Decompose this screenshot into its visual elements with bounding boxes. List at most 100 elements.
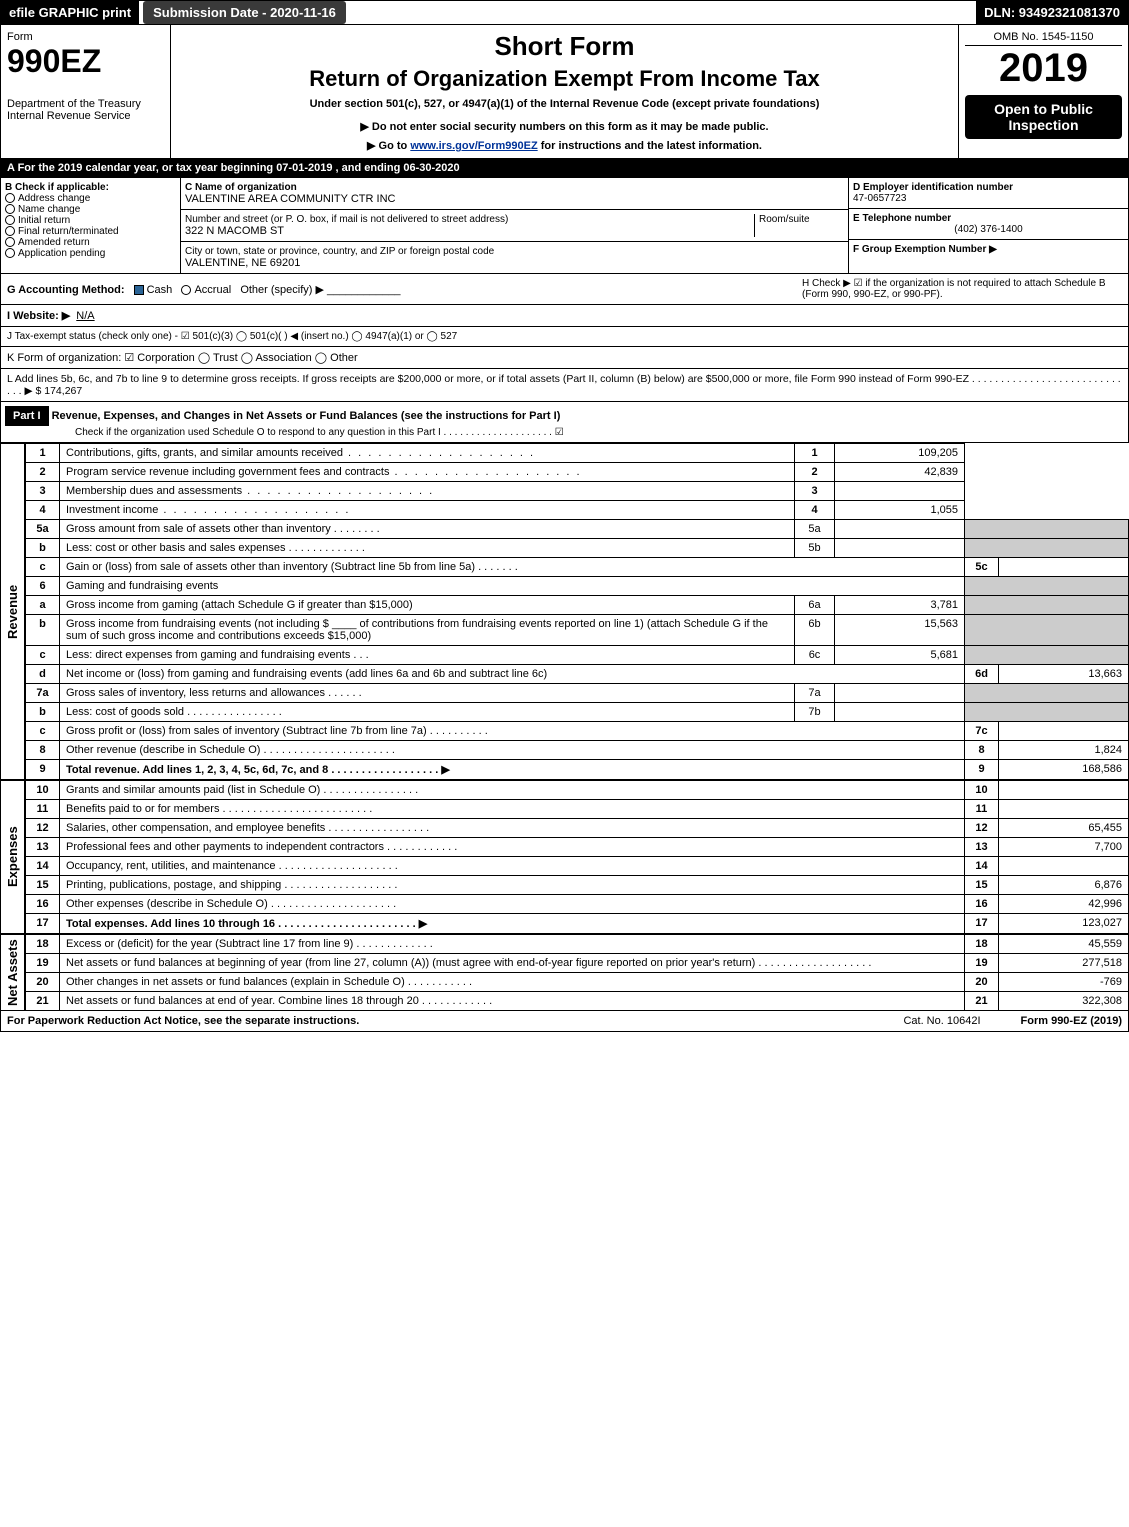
city-cell: City or town, state or province, country… [181, 242, 848, 273]
part-1-header-row: Part I Revenue, Expenses, and Changes in… [0, 402, 1129, 443]
org-info-block: B Check if applicable: Address change Na… [0, 178, 1129, 274]
short-form-title: Short Form [177, 31, 952, 62]
opt-final-return[interactable]: Final return/terminated [5, 226, 176, 237]
row-g-h: G Accounting Method: Cash Accrual Other … [0, 274, 1129, 305]
line-21: 21Net assets or fund balances at end of … [26, 992, 1129, 1011]
org-name-cell: C Name of organization VALENTINE AREA CO… [181, 178, 848, 210]
line-6d: dNet income or (loss) from gaming and fu… [26, 665, 1129, 684]
main-title: Return of Organization Exempt From Incom… [177, 66, 952, 92]
top-bar: efile GRAPHIC print Submission Date - 20… [0, 0, 1129, 25]
accrual-radio[interactable] [181, 285, 191, 295]
dept-label: Department of the Treasury [7, 98, 164, 110]
net-assets-side-label: Net Assets [0, 934, 25, 1011]
ein-cell: D Employer identification number 47-0657… [849, 178, 1128, 209]
line-4: 4Investment income41,055 [26, 501, 1129, 520]
line-2: 2Program service revenue including gover… [26, 463, 1129, 482]
line-11: 11Benefits paid to or for members . . . … [26, 800, 1129, 819]
section-b: B Check if applicable: Address change Na… [1, 178, 181, 273]
note-ssn: ▶ Do not enter social security numbers o… [177, 120, 952, 133]
expenses-side-label: Expenses [0, 780, 25, 934]
line-3: 3Membership dues and assessments3 [26, 482, 1129, 501]
group-exemption-cell: F Group Exemption Number ▶ [849, 240, 1128, 259]
street-label: Number and street (or P. O. box, if mail… [185, 214, 754, 225]
line-6: 6Gaming and fundraising events [26, 577, 1129, 596]
row-h-text: H Check ▶ ☑ if the organization is not r… [802, 278, 1122, 300]
phone-value: (402) 376-1400 [853, 224, 1124, 235]
website-value: N/A [76, 310, 94, 322]
line-12: 12Salaries, other compensation, and empl… [26, 819, 1129, 838]
header-right: OMB No. 1545-1150 2019 Open to Public In… [958, 25, 1128, 158]
line-15: 15Printing, publications, postage, and s… [26, 876, 1129, 895]
footer-catalog: Cat. No. 10642I [903, 1015, 980, 1027]
tax-year: 2019 [965, 46, 1122, 91]
opt-amended-return[interactable]: Amended return [5, 237, 176, 248]
submission-date-badge: Submission Date - 2020-11-16 [143, 1, 346, 24]
opt-address-change[interactable]: Address change [5, 193, 176, 204]
section-c: C Name of organization VALENTINE AREA CO… [181, 178, 848, 273]
line-16: 16Other expenses (describe in Schedule O… [26, 895, 1129, 914]
row-i: I Website: ▶ N/A [0, 305, 1129, 327]
accounting-method-label: G Accounting Method: [7, 284, 125, 296]
line-5b: bLess: cost or other basis and sales exp… [26, 539, 1129, 558]
other-label: Other (specify) ▶ [240, 284, 324, 296]
city-label: City or town, state or province, country… [185, 246, 844, 257]
line-10: 10Grants and similar amounts paid (list … [26, 781, 1129, 800]
line-18: 18Excess or (deficit) for the year (Subt… [26, 935, 1129, 954]
form-word: Form [7, 31, 164, 43]
line-5c: cGain or (loss) from sale of assets othe… [26, 558, 1129, 577]
row-l: L Add lines 5b, 6c, and 7b to line 9 to … [0, 369, 1129, 402]
website-label: I Website: ▶ [7, 309, 70, 322]
omb-label: OMB No. 1545-1150 [965, 31, 1122, 46]
cash-label: Cash [147, 284, 173, 296]
part-1-label: Part I [5, 406, 49, 426]
row-k: K Form of organization: ☑ Corporation ◯ … [0, 347, 1129, 369]
part-1-title: Revenue, Expenses, and Changes in Net As… [52, 410, 561, 422]
org-name-value: VALENTINE AREA COMMUNITY CTR INC [185, 193, 844, 205]
expenses-section: Expenses 10Grants and similar amounts pa… [0, 780, 1129, 934]
footer-form-ref: Form 990-EZ (2019) [1021, 1015, 1122, 1027]
opt-application-pending[interactable]: Application pending [5, 248, 176, 259]
line-17: 17Total expenses. Add lines 10 through 1… [26, 914, 1129, 934]
ein-value: 47-0657723 [853, 193, 1124, 204]
note-instructions: ▶ Go to www.irs.gov/Form990EZ for instru… [177, 139, 952, 152]
ein-label: D Employer identification number [853, 182, 1124, 193]
irs-link[interactable]: www.irs.gov/Form990EZ [410, 140, 537, 152]
net-assets-section: Net Assets 18Excess or (deficit) for the… [0, 934, 1129, 1011]
cash-checkbox[interactable] [134, 285, 144, 295]
form-header: Form 990EZ Department of the Treasury In… [0, 25, 1129, 159]
accrual-label: Accrual [194, 284, 231, 296]
line-14: 14Occupancy, rent, utilities, and mainte… [26, 857, 1129, 876]
part-1-check-note: Check if the organization used Schedule … [75, 427, 564, 438]
line-20: 20Other changes in net assets or fund ba… [26, 973, 1129, 992]
form-number: 990EZ [7, 43, 164, 80]
phone-label: E Telephone number [853, 213, 1124, 224]
efile-print-label[interactable]: efile GRAPHIC print [1, 1, 139, 24]
revenue-side-label: Revenue [0, 443, 25, 780]
line-6a: aGross income from gaming (attach Schedu… [26, 596, 1129, 615]
net-assets-table: 18Excess or (deficit) for the year (Subt… [25, 934, 1129, 1011]
header-left: Form 990EZ Department of the Treasury In… [1, 25, 171, 158]
revenue-table: 1Contributions, gifts, grants, and simil… [25, 443, 1129, 780]
row-a-tax-year: A For the 2019 calendar year, or tax yea… [0, 159, 1129, 178]
line-5a: 5aGross amount from sale of assets other… [26, 520, 1129, 539]
opt-name-change[interactable]: Name change [5, 204, 176, 215]
line-1: 1Contributions, gifts, grants, and simil… [26, 444, 1129, 463]
line-7a: 7aGross sales of inventory, less returns… [26, 684, 1129, 703]
line-6c: cLess: direct expenses from gaming and f… [26, 646, 1129, 665]
org-name-label: C Name of organization [185, 182, 844, 193]
opt-initial-return[interactable]: Initial return [5, 215, 176, 226]
section-b-title: B Check if applicable: [5, 182, 176, 193]
line-13: 13Professional fees and other payments t… [26, 838, 1129, 857]
line-19: 19Net assets or fund balances at beginni… [26, 954, 1129, 973]
line-8: 8Other revenue (describe in Schedule O) … [26, 741, 1129, 760]
line-9: 9Total revenue. Add lines 1, 2, 3, 4, 5c… [26, 760, 1129, 780]
section-def: D Employer identification number 47-0657… [848, 178, 1128, 273]
line-6b: bGross income from fundraising events (n… [26, 615, 1129, 646]
street-cell: Number and street (or P. O. box, if mail… [181, 210, 848, 242]
header-center: Short Form Return of Organization Exempt… [171, 25, 958, 158]
phone-cell: E Telephone number (402) 376-1400 [849, 209, 1128, 240]
city-value: VALENTINE, NE 69201 [185, 257, 844, 269]
line-7b: bLess: cost of goods sold . . . . . . . … [26, 703, 1129, 722]
group-exemption-label: F Group Exemption Number ▶ [853, 244, 997, 255]
street-value: 322 N MACOMB ST [185, 225, 754, 237]
